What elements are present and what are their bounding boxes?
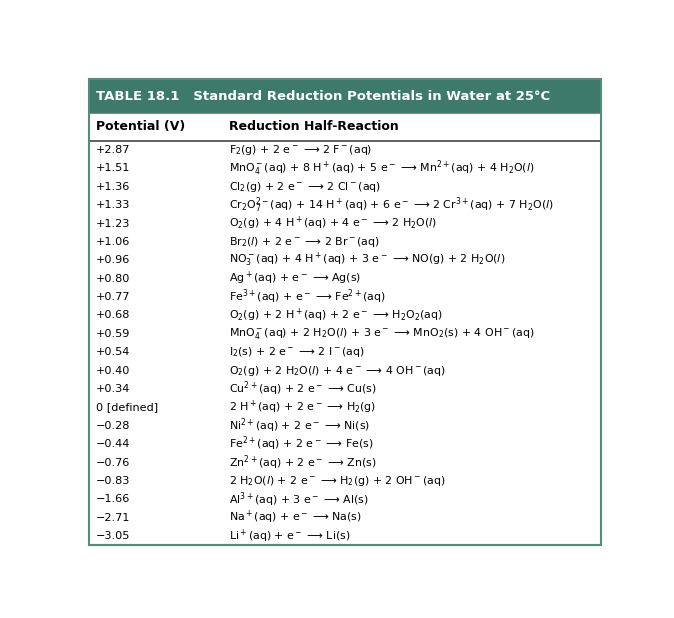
Text: +0.96: +0.96 — [96, 255, 130, 265]
Text: Fe$^{3+}$(aq) + e$^-$ ⟶ Fe$^{2+}$(aq): Fe$^{3+}$(aq) + e$^-$ ⟶ Fe$^{2+}$(aq) — [229, 288, 386, 307]
Bar — [90, 233, 601, 251]
Text: Potential (V): Potential (V) — [96, 121, 185, 133]
Text: −1.66: −1.66 — [96, 494, 130, 504]
Text: Br$_2$($l$) + 2 e$^-$ ⟶ 2 Br$^-$(aq): Br$_2$($l$) + 2 e$^-$ ⟶ 2 Br$^-$(aq) — [229, 235, 379, 249]
Bar — [90, 159, 601, 177]
Text: Cl$_2$(g) + 2 e$^-$ ⟶ 2 Cl$^-$(aq): Cl$_2$(g) + 2 e$^-$ ⟶ 2 Cl$^-$(aq) — [229, 180, 381, 194]
Text: +0.80: +0.80 — [96, 274, 130, 284]
Text: +0.59: +0.59 — [96, 329, 130, 339]
Text: +1.23: +1.23 — [96, 219, 130, 229]
Bar — [90, 79, 601, 113]
Text: Al$^{3+}$(aq) + 3 e$^-$ ⟶ Al(s): Al$^{3+}$(aq) + 3 e$^-$ ⟶ Al(s) — [229, 490, 369, 509]
Text: O$_2$(g) + 2 H$^+$(aq) + 2 e$^-$ ⟶ H$_2$O$_2$(aq): O$_2$(g) + 2 H$^+$(aq) + 2 e$^-$ ⟶ H$_2$… — [229, 307, 443, 324]
Bar — [90, 196, 601, 214]
Text: −0.28: −0.28 — [96, 421, 130, 431]
Text: +0.34: +0.34 — [96, 384, 130, 394]
Text: F$_2$(g) + 2 e$^-$ ⟶ 2 F$^-$(aq): F$_2$(g) + 2 e$^-$ ⟶ 2 F$^-$(aq) — [229, 143, 372, 157]
Text: MnO$_4^-$(aq) + 8 H$^+$(aq) + 5 e$^-$ ⟶ Mn$^{2+}$(aq) + 4 H$_2$O($l$): MnO$_4^-$(aq) + 8 H$^+$(aq) + 5 e$^-$ ⟶ … — [229, 159, 534, 178]
Text: Reduction Half-Reaction: Reduction Half-Reaction — [229, 121, 399, 133]
Bar — [90, 288, 601, 307]
Bar — [90, 472, 601, 490]
Text: +1.06: +1.06 — [96, 237, 130, 247]
Text: NO$_3^-$(aq) + 4 H$^+$(aq) + 3 e$^-$ ⟶ NO(g) + 2 H$_2$O($l$): NO$_3^-$(aq) + 4 H$^+$(aq) + 3 e$^-$ ⟶ N… — [229, 251, 506, 269]
Bar — [90, 509, 601, 527]
Text: −0.83: −0.83 — [96, 476, 130, 486]
Bar — [90, 113, 601, 141]
Bar — [90, 490, 601, 509]
Text: +1.51: +1.51 — [96, 163, 130, 174]
Text: Li$^+$(aq) + e$^-$ ⟶ Li(s): Li$^+$(aq) + e$^-$ ⟶ Li(s) — [229, 527, 350, 544]
Bar — [90, 141, 601, 159]
Text: Cu$^{2+}$(aq) + 2 e$^-$ ⟶ Cu(s): Cu$^{2+}$(aq) + 2 e$^-$ ⟶ Cu(s) — [229, 379, 377, 398]
Bar — [90, 269, 601, 288]
Bar — [90, 454, 601, 472]
Text: −0.44: −0.44 — [96, 439, 130, 449]
Text: 2 H$^+$(aq) + 2 e$^-$ ⟶ H$_2$(g): 2 H$^+$(aq) + 2 e$^-$ ⟶ H$_2$(g) — [229, 399, 376, 416]
Text: MnO$_4^-$(aq) + 2 H$_2$O($l$) + 3 e$^-$ ⟶ MnO$_2$(s) + 4 OH$^-$(aq): MnO$_4^-$(aq) + 2 H$_2$O($l$) + 3 e$^-$ … — [229, 326, 534, 341]
Text: Fe$^{2+}$(aq) + 2 e$^-$ ⟶ Fe(s): Fe$^{2+}$(aq) + 2 e$^-$ ⟶ Fe(s) — [229, 435, 373, 454]
Bar — [90, 307, 601, 324]
Text: Na$^+$(aq) + e$^-$ ⟶ Na(s): Na$^+$(aq) + e$^-$ ⟶ Na(s) — [229, 509, 362, 527]
Bar — [90, 417, 601, 435]
Bar — [90, 214, 601, 233]
Bar — [90, 527, 601, 545]
Bar — [90, 380, 601, 398]
Text: I$_2$(s) + 2 e$^-$ ⟶ 2 I$^-$(aq): I$_2$(s) + 2 e$^-$ ⟶ 2 I$^-$(aq) — [229, 345, 365, 359]
Bar — [90, 251, 601, 269]
Text: 0 [defined]: 0 [defined] — [96, 402, 158, 412]
Text: Ni$^{2+}$(aq) + 2 e$^-$ ⟶ Ni(s): Ni$^{2+}$(aq) + 2 e$^-$ ⟶ Ni(s) — [229, 417, 370, 435]
Text: 2 H$_2$O($l$) + 2 e$^-$ ⟶ H$_2$(g) + 2 OH$^-$(aq): 2 H$_2$O($l$) + 2 e$^-$ ⟶ H$_2$(g) + 2 O… — [229, 474, 446, 488]
Text: O$_2$(g) + 4 H$^+$(aq) + 4 e$^-$ ⟶ 2 H$_2$O($l$): O$_2$(g) + 4 H$^+$(aq) + 4 e$^-$ ⟶ 2 H$_… — [229, 215, 437, 232]
Text: Zn$^{2+}$(aq) + 2 e$^-$ ⟶ Zn(s): Zn$^{2+}$(aq) + 2 e$^-$ ⟶ Zn(s) — [229, 453, 377, 472]
Text: +0.77: +0.77 — [96, 292, 130, 302]
Text: +1.33: +1.33 — [96, 200, 130, 210]
Text: +1.36: +1.36 — [96, 182, 130, 192]
Text: TABLE 18.1   Standard Reduction Potentials in Water at 25°C: TABLE 18.1 Standard Reduction Potentials… — [96, 90, 550, 103]
Text: −3.05: −3.05 — [96, 531, 130, 541]
Text: +2.87: +2.87 — [96, 145, 130, 155]
Text: −2.71: −2.71 — [96, 513, 130, 523]
Text: +0.68: +0.68 — [96, 310, 130, 321]
Bar — [90, 398, 601, 417]
Bar — [90, 435, 601, 454]
Bar — [90, 343, 601, 362]
Text: +0.54: +0.54 — [96, 347, 130, 357]
Text: Ag$^+$(aq) + e$^-$ ⟶ Ag(s): Ag$^+$(aq) + e$^-$ ⟶ Ag(s) — [229, 270, 361, 287]
Text: +0.40: +0.40 — [96, 366, 130, 376]
Bar — [90, 324, 601, 343]
Text: O$_2$(g) + 2 H$_2$O($l$) + 4 e$^-$ ⟶ 4 OH$^-$(aq): O$_2$(g) + 2 H$_2$O($l$) + 4 e$^-$ ⟶ 4 O… — [229, 363, 446, 378]
Text: Cr$_2$O$_7^{2-}$(aq) + 14 H$^+$(aq) + 6 e$^-$ ⟶ 2 Cr$^{3+}$(aq) + 7 H$_2$O($l$): Cr$_2$O$_7^{2-}$(aq) + 14 H$^+$(aq) + 6 … — [229, 195, 554, 215]
Bar — [90, 177, 601, 196]
Text: −0.76: −0.76 — [96, 457, 130, 468]
Bar — [90, 362, 601, 380]
